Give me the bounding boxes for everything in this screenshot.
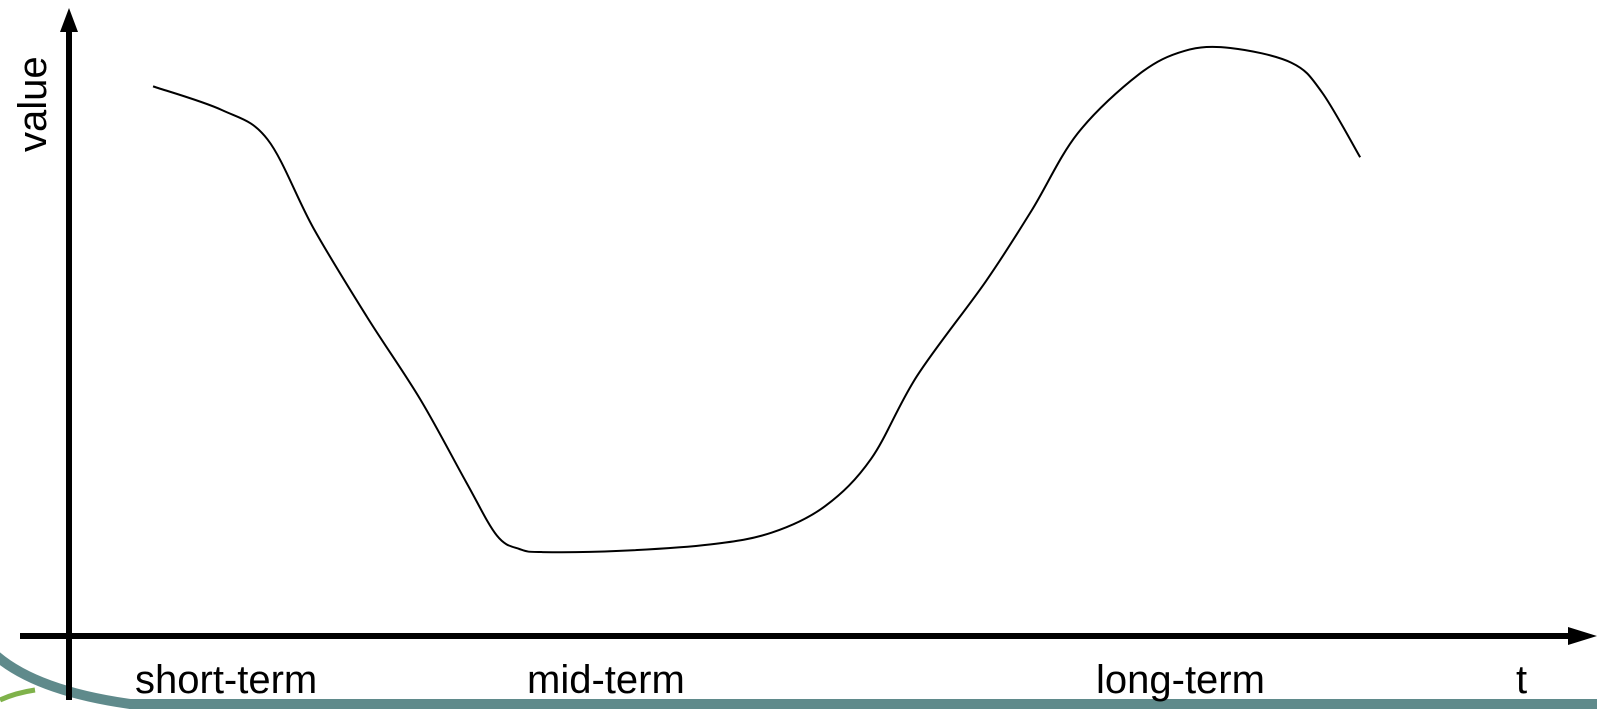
series-layer <box>152 45 1362 554</box>
axes <box>20 8 1597 700</box>
slide-swoosh-decoration <box>0 652 1597 709</box>
x-axis-arrowhead <box>1568 627 1597 645</box>
x-annotation-short-term: short-term <box>135 658 317 702</box>
x-annotation-long-term: long-term <box>1096 658 1265 702</box>
swoosh-outer <box>0 652 1597 709</box>
x-annotation-mid-term: mid-term <box>527 658 685 702</box>
y-axis-arrowhead <box>60 8 78 32</box>
y-axis-label: value <box>11 56 55 152</box>
swoosh-accent <box>0 687 36 703</box>
x-axis-label: t <box>1516 658 1527 702</box>
series-line-0 <box>152 45 1362 554</box>
